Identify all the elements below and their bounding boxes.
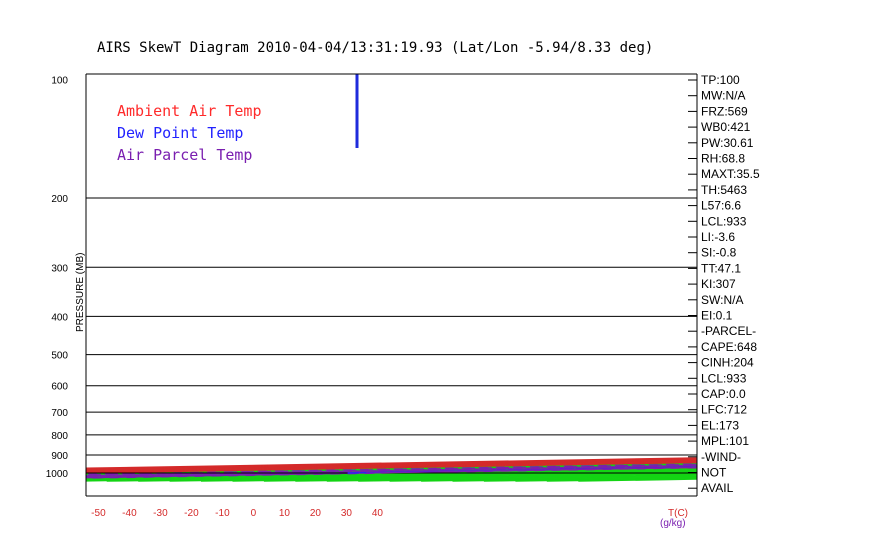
pressure-tick-label: 600 (51, 382, 68, 393)
index-label: MPL:101 (701, 434, 749, 448)
pressure-tick-label: 900 (51, 451, 68, 462)
index-label: RH:68.8 (701, 152, 745, 166)
index-label: EL:173 (701, 418, 739, 432)
index-label: -PARCEL- (701, 324, 756, 338)
dry-adiabat-line (263, 473, 697, 482)
y-axis-label: PRESSURE (MB) (75, 253, 86, 332)
pressure-tick-label: 1000 (46, 469, 69, 480)
dry-adiabat-line (232, 472, 697, 482)
series-dew-point-temp-line (348, 466, 697, 474)
bottom-temperature-tick: 40 (372, 508, 384, 519)
pressure-tick-label: 300 (51, 263, 68, 274)
dry-adiabat-line (389, 475, 697, 482)
series-air-parcel-temp-line (366, 466, 697, 474)
bottom-temperature-tick: -40 (122, 508, 137, 519)
index-label: WB0:421 (701, 120, 751, 134)
bottom-temperature-tick: 0 (251, 508, 257, 519)
bottom-temperature-tick: 30 (341, 508, 353, 519)
pressure-tick-label: 800 (51, 431, 68, 442)
index-label: PW:30.61 (701, 136, 754, 150)
x-axis-unit-label: T(C) (668, 508, 688, 519)
index-label: -WIND- (701, 450, 741, 464)
index-label: CINH:204 (701, 356, 754, 370)
series-ambient-air-temp-line (359, 466, 697, 474)
legend-dew-point-temp: Dew Point Temp (117, 124, 243, 142)
pressure-tick-label: 100 (51, 76, 68, 87)
dry-adiabat-line (421, 476, 697, 482)
bottom-temperature-tick: -30 (153, 508, 168, 519)
index-label: FRZ:569 (701, 104, 748, 118)
chart-title: AIRS SkewT Diagram 2010-04-04/13:31:19.9… (97, 40, 653, 56)
profile-series (347, 463, 868, 474)
pressure-tick-label: 700 (51, 408, 68, 419)
index-label: NOT (701, 466, 727, 480)
index-label: TH:5463 (701, 183, 747, 197)
series-dew-point-temp-point (866, 463, 868, 465)
index-label: SW:N/A (701, 293, 743, 307)
index-label: L57:6.6 (701, 199, 741, 213)
bottom-temperature-tick: 10 (279, 508, 291, 519)
dry-adiabat-line (483, 477, 697, 482)
index-label: LI:-3.6 (701, 230, 735, 244)
dry-adiabat-line (138, 471, 697, 482)
index-label: MW:N/A (701, 89, 745, 103)
index-label: KI:307 (701, 277, 736, 291)
pressure-tick-label: 400 (51, 312, 68, 323)
isobar-grid (86, 197, 697, 474)
index-label: AVAIL (701, 481, 734, 495)
index-label: SI:-0.8 (701, 246, 737, 260)
index-label: TT:47.1 (701, 261, 741, 275)
bottom-temperature-tick: -10 (215, 508, 230, 519)
legend-ambient-air-temp: Ambient Air Temp (117, 102, 262, 120)
bottom-temperature-tick: -20 (184, 508, 199, 519)
mixing-ratio-unit-label: (g/kg) (660, 518, 686, 529)
index-label: LFC:712 (701, 403, 747, 417)
index-label: EI:0.1 (701, 309, 733, 323)
pressure-tick-labels: 100 200 300 400 500 600 700 800 900 1000 (46, 76, 69, 480)
series-dew-point-temp-point (347, 472, 350, 474)
legend: Ambient Air Temp Dew Point Temp Air Parc… (117, 102, 262, 164)
dry-adiabat-line (295, 473, 697, 482)
dry-adiabat-line (515, 477, 697, 482)
bottom-temperature-tick: 20 (310, 508, 322, 519)
index-label: CAPE:648 (701, 340, 757, 354)
index-label: MAXT:35.5 (701, 167, 760, 181)
dry-adiabat-line (200, 472, 697, 482)
index-label: LCL:933 (701, 371, 747, 385)
dry-adiabat-line (326, 474, 697, 482)
index-label: TP:100 (701, 73, 740, 87)
index-label: LCL:933 (701, 214, 747, 228)
bottom-temperature-tick-labels: -50 -40 -30 -20 -10 0 10 20 30 40 (91, 508, 383, 519)
index-label: CAP:0.0 (701, 387, 746, 401)
legend-air-parcel-temp: Air Parcel Temp (117, 146, 252, 164)
bottom-temperature-tick: -50 (91, 508, 106, 519)
dry-adiabat-line (169, 471, 697, 482)
dry-adiabat-line (452, 476, 697, 482)
pressure-tick-label: 200 (51, 194, 68, 205)
series-air-parcel-temp-point (366, 472, 368, 474)
pressure-tick-label: 500 (51, 351, 68, 362)
dry-adiabat-line (358, 474, 697, 482)
